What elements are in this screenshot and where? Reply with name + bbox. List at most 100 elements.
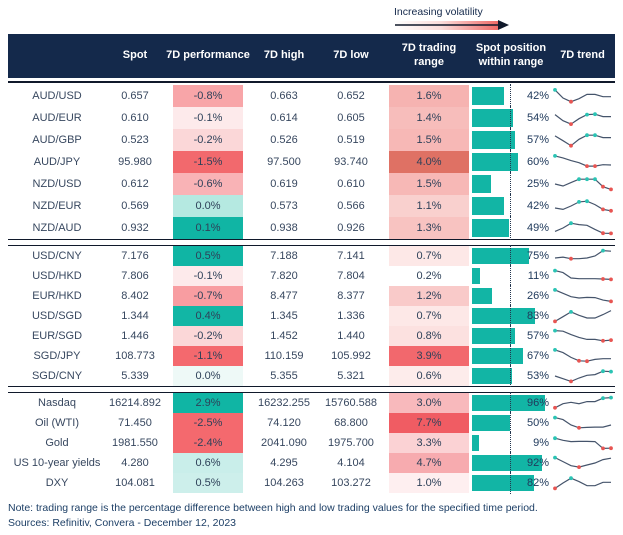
position-bar xyxy=(472,131,516,149)
high-value: 0.619 xyxy=(270,178,298,190)
trend-sparkline xyxy=(550,217,615,239)
asset-label: Nasdaq xyxy=(38,397,76,409)
position-bar xyxy=(472,197,504,215)
range-midline xyxy=(510,172,511,196)
header-7d-trend: 7D trend xyxy=(560,49,605,62)
position-percent: 67% xyxy=(526,350,549,362)
position-percent: 26% xyxy=(526,290,549,302)
spot-position-cell: 9% xyxy=(472,432,550,454)
table-row: AUD/USD 0.657 -0.8% 0.663 0.652 1.6% 42% xyxy=(8,84,615,108)
range-midline xyxy=(510,325,511,347)
high-value: 110.159 xyxy=(264,350,304,362)
performance-cell: -0.6% xyxy=(173,173,243,195)
trend-sparkline xyxy=(550,173,615,195)
spot-value: 104.081 xyxy=(115,477,155,489)
high-value: 0.663 xyxy=(270,90,298,102)
position-percent: 42% xyxy=(526,200,549,212)
high-value: 1.345 xyxy=(270,310,298,322)
trading-range-cell: 0.6% xyxy=(389,366,469,386)
trend-sparkline xyxy=(550,366,615,386)
spot-value: 8.402 xyxy=(121,290,149,302)
position-bar xyxy=(472,368,513,384)
table-section: USD/CNY 7.176 0.5% 7.188 7.141 0.7% 75% … xyxy=(8,245,615,387)
trading-range-cell: 4.0% xyxy=(389,151,469,173)
table-row: Gold 1981.550 -2.4% 2041.090 1975.700 3.… xyxy=(8,432,615,454)
performance-cell: 0.5% xyxy=(173,473,243,493)
position-bar xyxy=(472,175,491,193)
range-midline xyxy=(510,245,511,267)
asset-label: USD/SGD xyxy=(31,310,83,322)
low-value: 0.926 xyxy=(337,222,365,234)
position-percent: 50% xyxy=(526,417,549,429)
spot-value: 0.657 xyxy=(121,90,149,102)
low-value: 105.992 xyxy=(331,350,371,362)
asset-label: USD/HKD xyxy=(32,270,82,282)
spot-position-cell: 54% xyxy=(472,106,550,130)
position-bar xyxy=(472,288,492,304)
table-row: EUR/SGD 1.446 -0.2% 1.452 1.440 0.8% 57% xyxy=(8,325,615,347)
trend-sparkline xyxy=(550,473,615,493)
performance-cell: -0.1% xyxy=(173,266,243,286)
asset-label: EUR/SGD xyxy=(31,330,83,342)
position-bar xyxy=(472,109,513,127)
spot-position-cell: 26% xyxy=(472,285,550,307)
spot-value: 7.176 xyxy=(121,250,149,262)
trading-range-cell: 1.2% xyxy=(389,286,469,306)
performance-cell: 0.0% xyxy=(173,366,243,386)
spot-position-cell: 50% xyxy=(472,412,550,434)
performance-cell: -0.8% xyxy=(173,85,243,107)
section-divider xyxy=(8,239,615,246)
trading-range-cell: 1.5% xyxy=(389,173,469,195)
table-row: DXY 104.081 0.5% 104.263 103.272 1.0% 82… xyxy=(8,472,615,494)
position-percent: 11% xyxy=(527,270,549,282)
trend-sparkline xyxy=(550,286,615,306)
high-value: 5.355 xyxy=(270,370,298,382)
position-percent: 9% xyxy=(533,437,549,449)
spot-value: 95.980 xyxy=(118,156,152,168)
trend-sparkline xyxy=(550,129,615,151)
trading-range-cell: 1.6% xyxy=(389,85,469,107)
spot-position-cell: 42% xyxy=(472,84,550,108)
spot-position-cell: 83% xyxy=(472,305,550,327)
table-row: Oil (WTI) 71.450 -2.5% 74.120 68.800 7.7… xyxy=(8,412,615,434)
position-bar xyxy=(472,87,504,105)
high-value: 2041.090 xyxy=(261,437,307,449)
spot-position-cell: 57% xyxy=(472,325,550,347)
position-percent: 53% xyxy=(526,370,549,382)
range-midline xyxy=(510,365,511,387)
trading-range-cell: 1.0% xyxy=(389,473,469,493)
table-row: AUD/JPY 95.980 -1.5% 97.500 93.740 4.0% … xyxy=(8,150,615,174)
spot-position-cell: 25% xyxy=(472,172,550,196)
asset-label: AUD/EUR xyxy=(32,112,82,124)
trend-sparkline xyxy=(550,151,615,173)
asset-label: AUD/GBP xyxy=(32,134,82,146)
position-bar xyxy=(472,328,516,344)
position-percent: 83% xyxy=(526,310,549,322)
note-text: Note: trading range is the percentage di… xyxy=(8,502,538,514)
low-value: 0.652 xyxy=(337,90,365,102)
asset-label: Gold xyxy=(45,437,69,449)
range-midline xyxy=(510,265,511,287)
asset-label: NZD/USD xyxy=(32,178,82,190)
spot-value: 0.569 xyxy=(121,200,149,212)
spot-position-cell: 53% xyxy=(472,365,550,387)
performance-cell: -0.2% xyxy=(173,129,243,151)
trading-range-cell: 0.7% xyxy=(389,306,469,326)
spot-value: 4.280 xyxy=(121,457,149,469)
asset-label: AUD/USD xyxy=(32,90,82,102)
asset-label: NZD/AUD xyxy=(32,222,82,234)
performance-cell: -1.1% xyxy=(173,346,243,366)
performance-cell: -2.4% xyxy=(173,433,243,453)
spot-position-cell: 82% xyxy=(472,472,550,494)
table-row: US 10-year yields 4.280 0.6% 4.295 4.104… xyxy=(8,452,615,474)
section-divider xyxy=(8,386,615,393)
low-value: 8.377 xyxy=(337,290,365,302)
header-spot: Spot xyxy=(122,49,148,62)
spot-value: 1981.550 xyxy=(112,437,158,449)
table-row: AUD/GBP 0.523 -0.2% 0.526 0.519 1.5% 57% xyxy=(8,128,615,152)
trading-range-cell: 0.2% xyxy=(389,266,469,286)
header-spot-position: Spot position within range xyxy=(475,42,547,68)
table-row: NZD/AUD 0.932 0.1% 0.938 0.926 1.3% 49% xyxy=(8,216,615,240)
spot-value: 16214.892 xyxy=(109,397,161,409)
low-value: 103.272 xyxy=(331,477,371,489)
